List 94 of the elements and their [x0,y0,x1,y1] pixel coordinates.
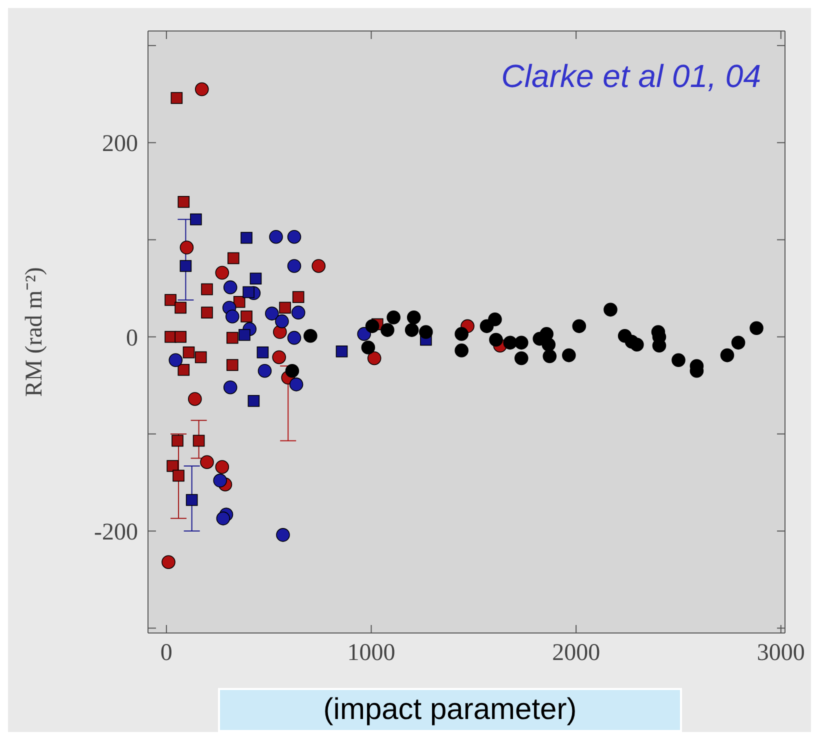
point [514,336,528,350]
point [480,319,494,334]
point [604,302,618,317]
point [514,351,528,366]
point [367,351,382,366]
y-tick-label: 200 [102,131,138,158]
point [720,348,734,362]
point [285,364,300,378]
point [242,286,254,298]
point [178,364,190,376]
point [336,346,348,358]
point [672,353,686,368]
point [172,470,184,482]
point [223,280,238,294]
point [454,327,468,341]
point [174,330,186,343]
point [240,310,252,322]
point [287,230,302,244]
point [630,338,644,352]
point [404,323,419,337]
x-tick-label: 2000 [552,640,600,666]
y-tick-label: 0 [126,325,138,352]
point [225,310,240,324]
point [419,325,433,339]
point [258,364,272,378]
point [168,353,183,368]
point [215,266,230,280]
point [228,252,240,264]
point [166,460,178,472]
point [489,332,503,347]
point [572,319,586,334]
point [365,319,380,334]
point [174,302,186,314]
point [194,351,207,364]
point [164,294,176,306]
point [178,196,190,208]
point [190,213,202,226]
point [380,323,394,337]
point [287,330,302,345]
point [186,494,198,506]
point [194,82,209,96]
annotation: Clarke et al 01, 04 [501,58,761,95]
point [287,259,302,273]
y-tick-label: -200 [94,520,138,546]
point [180,240,194,254]
point [215,460,230,474]
point [213,474,227,488]
point [250,272,262,284]
point [275,314,289,328]
point [454,344,468,358]
point [192,434,205,447]
point [182,346,195,358]
point [542,349,557,364]
point [188,392,202,406]
point [216,512,230,526]
point [269,230,283,244]
point [200,455,214,470]
point [170,92,183,104]
x-tick-label: 3000 [756,640,805,666]
point [265,306,279,320]
point [357,327,371,341]
point [291,306,306,320]
point [201,306,213,318]
point [276,528,290,542]
point [256,346,269,358]
point [562,348,576,362]
point [279,302,291,314]
point [201,283,213,296]
point [542,338,556,352]
point [272,350,286,364]
x-axis-title: (impact parameter) [218,688,682,732]
point [292,291,304,303]
point [731,336,746,350]
point [226,332,238,344]
point [289,378,304,392]
x-tick-label: 1000 [347,640,396,666]
x-tick-label: 0 [160,640,172,666]
point [406,310,421,324]
point [233,296,246,308]
point [223,380,238,394]
point [386,310,400,324]
point [162,555,176,570]
point [226,359,238,371]
point [503,336,518,350]
point [240,232,252,244]
point [750,321,764,336]
point [361,340,376,354]
point [238,329,250,341]
point [304,328,318,343]
point [172,434,184,447]
y-axis-title: RM (rad m⁻²) [22,267,48,397]
point [312,259,326,273]
point [248,395,260,407]
point [180,260,192,272]
